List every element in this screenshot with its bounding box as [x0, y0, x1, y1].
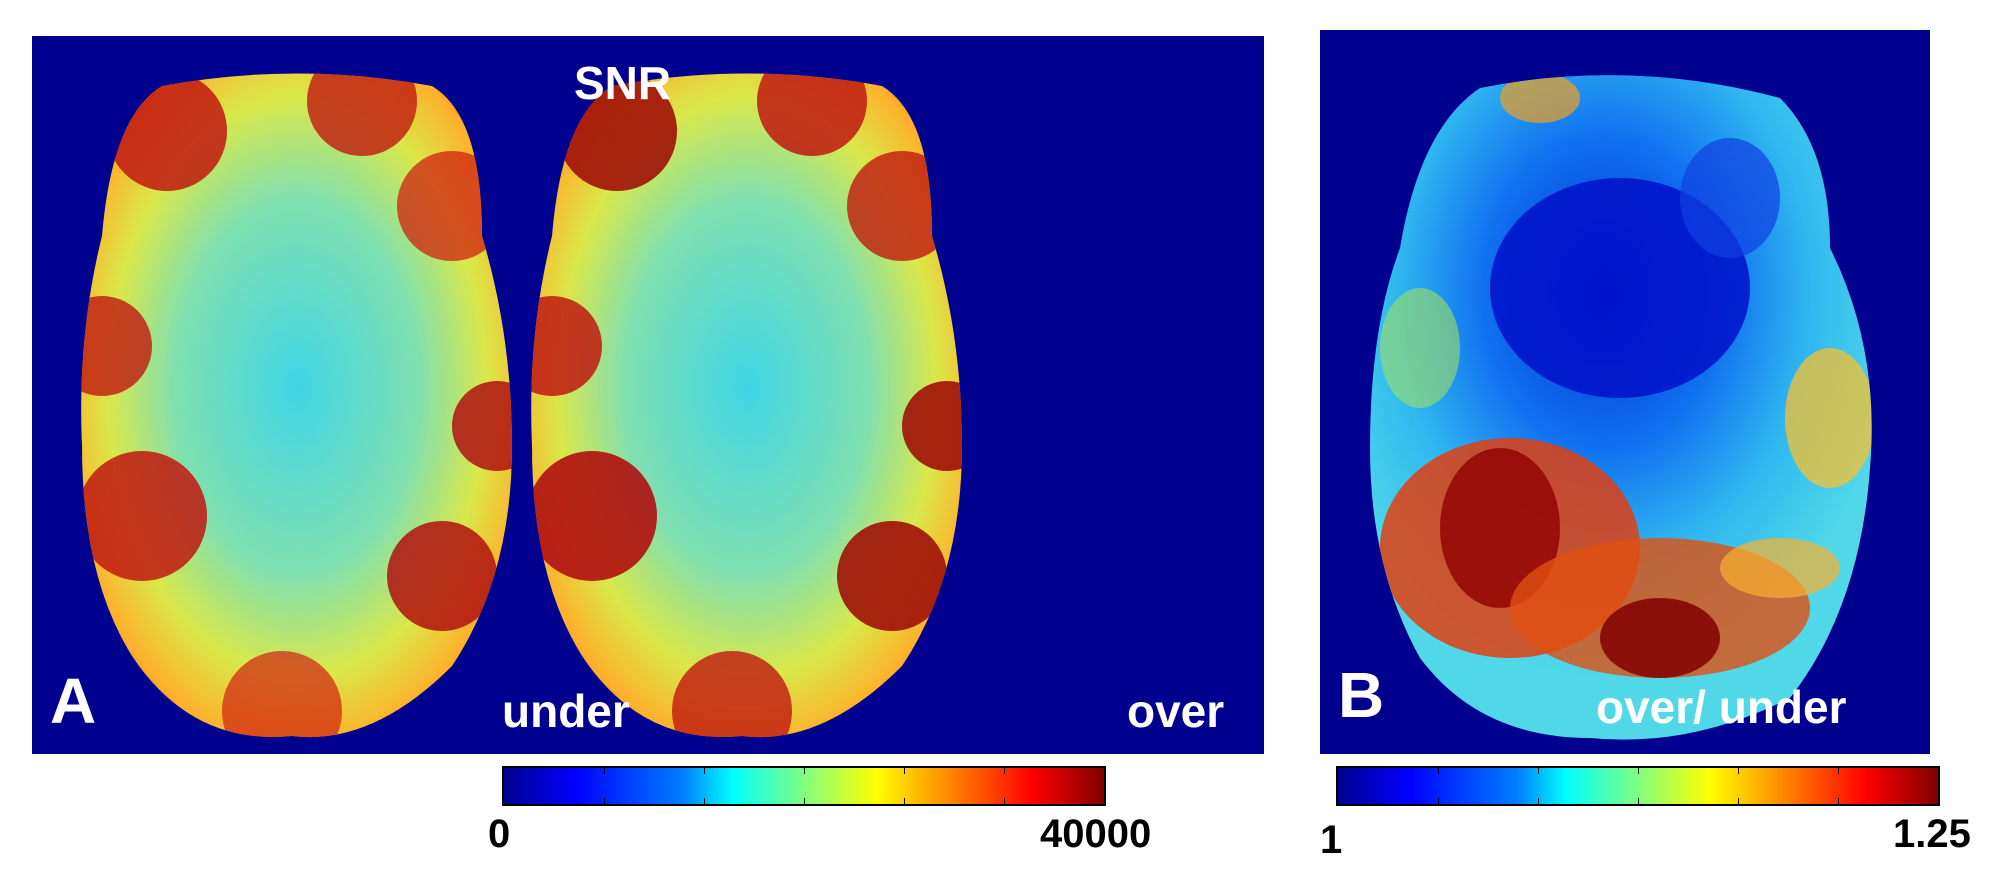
over-label: over — [1127, 685, 1225, 737]
under-label: under — [502, 685, 630, 737]
snr-map-over — [522, 56, 972, 746]
snr-title: SNR — [574, 57, 672, 109]
panel-a-letter: A — [50, 665, 97, 737]
panel-b-ratio-map: B over/ under — [1320, 30, 1930, 754]
panel-b-letter: B — [1338, 659, 1385, 731]
snr-colorbar-min: 0 — [488, 812, 511, 856]
snr-map-under — [72, 56, 522, 746]
over-under-label: over/ under — [1596, 681, 1847, 733]
ratio-colorbar — [1336, 766, 1940, 806]
over-under-ratio-map — [1360, 48, 1900, 748]
panel-a-snr-maps: SNR A under over — [32, 36, 1264, 754]
ratio-colorbar-max: 1.25 — [1893, 812, 1971, 856]
snr-colorbar — [502, 766, 1106, 806]
snr-colorbar-max: 40000 — [1040, 812, 1152, 856]
ratio-colorbar-min: 1 — [1320, 818, 1343, 862]
